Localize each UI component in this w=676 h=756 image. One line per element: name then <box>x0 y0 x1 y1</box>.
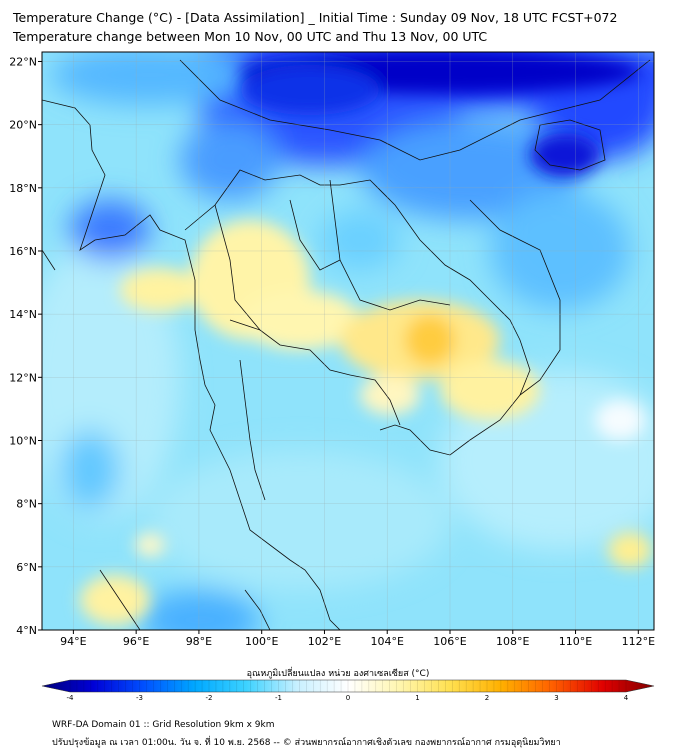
lat-tick-label: 22°N <box>9 55 37 68</box>
lat-tick-label: 8°N <box>16 498 37 511</box>
lat-tick-label: 18°N <box>9 182 37 195</box>
colorbar-tick-label: 1 <box>415 694 419 702</box>
lat-tick-label: 20°N <box>9 119 37 132</box>
lon-tick-label: 112°E <box>622 635 655 648</box>
lon-tick-label: 100°E <box>245 635 278 648</box>
longitude-axis: 94°E 96°E 98°E 100°E 102°E 104°E 106°E 108°E 110… <box>60 630 655 648</box>
lon-tick-label: 94°E <box>60 635 86 648</box>
colorbar-tick-label: -1 <box>275 694 282 702</box>
colorbar-tick-label: 2 <box>485 694 489 702</box>
model-info: WRF-DA Domain 01 :: Grid Resolution 9km … <box>52 720 275 730</box>
colorbar-title: อุณหภูมิเปลี่ยนแปลง หน่วย องศาเซลเซียส (… <box>246 669 430 679</box>
lat-tick-label: 16°N <box>9 245 37 258</box>
temperature-field <box>42 52 654 630</box>
lon-tick-label: 104°E <box>371 635 404 648</box>
map-title: Temperature Change (°C) - [Data Assimila… <box>13 10 618 25</box>
lat-tick-label: 10°N <box>9 434 37 447</box>
colorbar-tick-label: 0 <box>346 694 350 702</box>
colorbar-tick-label: -3 <box>136 694 143 702</box>
colorbar: -4 -3 -2 -1 0 1 2 3 4 <box>41 679 655 702</box>
colorbar-tick-label: -4 <box>67 694 75 702</box>
map-subtitle: Temperature change between Mon 10 Nov, 0… <box>13 29 488 44</box>
lat-tick-label: 6°N <box>16 561 37 574</box>
colorbar-tick-label: 4 <box>624 694 629 702</box>
map-frame <box>41 51 655 631</box>
lat-tick-label: 12°N <box>9 371 37 384</box>
lon-tick-label: 108°E <box>496 635 529 648</box>
map-grid <box>42 52 654 630</box>
lon-tick-label: 110°E <box>559 635 592 648</box>
lon-tick-label: 102°E <box>308 635 341 648</box>
lon-tick-label: 96°E <box>123 635 149 648</box>
lon-tick-label: 106°E <box>433 635 466 648</box>
latitude-axis: 22°N 20°N 18°N 16°N 14°N 12°N 10°N 8°N 6°N 4°N <box>9 55 42 637</box>
lat-tick-label: 14°N <box>9 308 37 321</box>
lat-tick-label: 4°N <box>16 624 37 637</box>
colorbar-tick-label: -2 <box>206 694 213 702</box>
coastlines <box>42 59 651 630</box>
lon-tick-label: 98°E <box>186 635 212 648</box>
colorbar-tick-label: 3 <box>554 694 558 702</box>
credit-line: ปรับปรุงข้อมูล ณ เวลา 01:00น. วัน จ. ที่… <box>52 738 561 748</box>
